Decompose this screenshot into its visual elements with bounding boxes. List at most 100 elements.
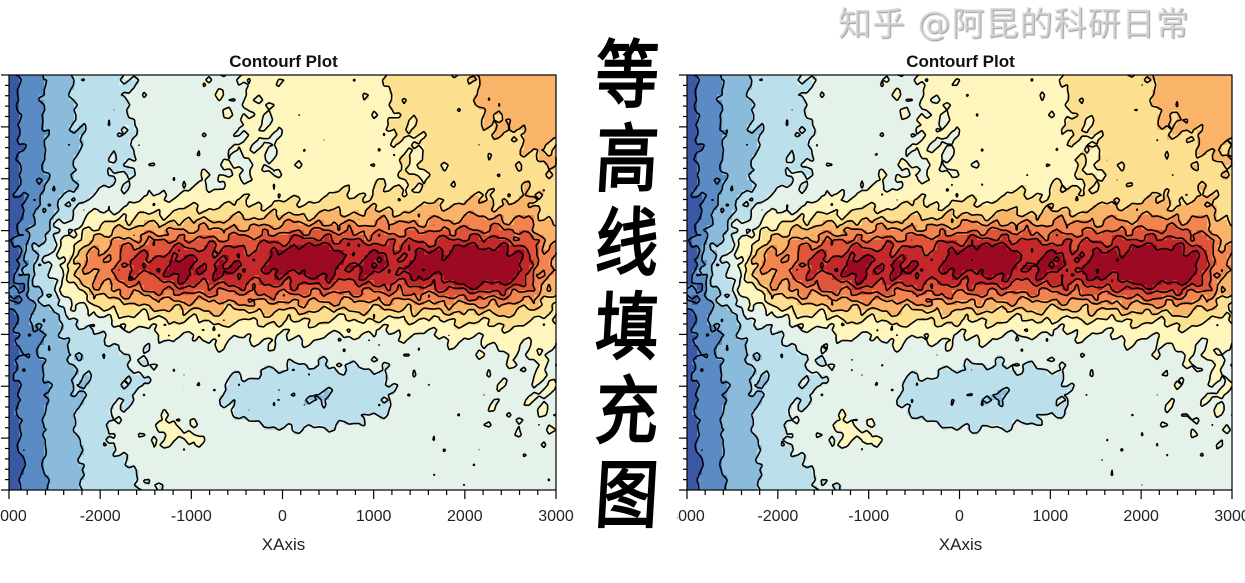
- contour-cell: [249, 120, 255, 126]
- contour-cell: [144, 280, 150, 286]
- contour-cell: [479, 110, 485, 116]
- contour-cell: [244, 205, 250, 211]
- contour-cell: [24, 200, 30, 206]
- contour-cell: [389, 80, 395, 86]
- contour-cell: [509, 195, 515, 201]
- contour-cell: [124, 200, 130, 206]
- contour-cell: [289, 135, 295, 141]
- contour-cell: [184, 160, 190, 166]
- contour-cell: [59, 290, 65, 296]
- contour-cell: [264, 165, 270, 171]
- contour-cell: [284, 235, 290, 241]
- contour-cell: [284, 255, 290, 261]
- contour-cell: [369, 115, 375, 121]
- contour-cell: [379, 110, 385, 116]
- contour-cell: [399, 85, 405, 91]
- contour-cell: [14, 235, 20, 241]
- contour-cell: [159, 130, 165, 136]
- contour-cell: [94, 130, 100, 136]
- contour-cell: [364, 85, 370, 91]
- contour-cell: [234, 200, 240, 206]
- contour-cell: [439, 85, 445, 91]
- contour-cell: [294, 180, 300, 186]
- contour-cell: [304, 285, 310, 291]
- contour-cell: [534, 210, 540, 216]
- contour-cell: [304, 260, 310, 266]
- contour-cell: [349, 130, 355, 136]
- contour-cell: [194, 135, 200, 141]
- contour-cell: [189, 145, 195, 151]
- contour-cell: [149, 175, 155, 181]
- contour-cell: [239, 110, 245, 116]
- contour-cell: [154, 100, 160, 106]
- contour-cell: [529, 175, 535, 181]
- contour-cell: [59, 210, 65, 216]
- contour-cell: [264, 280, 270, 286]
- contour-cell: [74, 115, 80, 121]
- contour-cell: [379, 265, 385, 271]
- contour-cell: [89, 240, 95, 246]
- contour-cell: [109, 120, 115, 126]
- contour-cell: [494, 115, 500, 121]
- contour-cell: [499, 85, 505, 91]
- contour-cell: [214, 160, 220, 166]
- contour-cell: [99, 205, 105, 211]
- contour-cell: [294, 105, 300, 111]
- contour-cell: [394, 200, 400, 206]
- contour-cell: [399, 80, 405, 86]
- contour-cell: [314, 295, 320, 301]
- contour-cell: [219, 170, 225, 176]
- contour-cell: [24, 105, 30, 111]
- contour-cell: [114, 120, 120, 126]
- contour-cell: [539, 230, 545, 236]
- contour-cell: [89, 275, 95, 281]
- contour-cell: [34, 270, 40, 276]
- contour-cell: [454, 260, 460, 266]
- contour-cell: [189, 285, 195, 291]
- contour-cell: [264, 85, 270, 91]
- contour-cell: [489, 105, 495, 111]
- contour-cell: [154, 95, 160, 101]
- contour-cell: [114, 220, 120, 226]
- contour-cell: [354, 85, 360, 91]
- contour-cell: [394, 255, 400, 261]
- contour-cell: [169, 160, 175, 166]
- contour-cell: [314, 260, 320, 266]
- contour-cell: [209, 115, 215, 121]
- contour-cell: [279, 235, 285, 241]
- contour-cell: [339, 125, 345, 131]
- contour-cell: [79, 220, 85, 226]
- contour-cell: [489, 230, 495, 236]
- contour-cell: [489, 150, 495, 156]
- contour-cell: [64, 115, 70, 121]
- contour-cell: [349, 285, 355, 291]
- contour-cell: [39, 200, 45, 206]
- contour-cell: [504, 145, 510, 151]
- contour-cell: [434, 170, 440, 176]
- contour-cell: [139, 170, 145, 176]
- contour-cell: [64, 270, 70, 276]
- contour-cell: [299, 100, 305, 106]
- contour-cell: [24, 230, 30, 236]
- contour-cell: [304, 95, 310, 101]
- contour-cell: [144, 90, 150, 96]
- contour-cell: [264, 90, 270, 96]
- contour-cell: [74, 245, 80, 251]
- contour-cell: [49, 205, 55, 211]
- contour-cell: [374, 140, 380, 146]
- contour-cell: [154, 85, 160, 91]
- contour-cell: [124, 100, 130, 106]
- contour-cell: [234, 270, 240, 276]
- contour-cell: [164, 175, 170, 181]
- contour-cell: [79, 205, 85, 211]
- contour-cell: [64, 110, 70, 116]
- contour-cell: [319, 255, 325, 261]
- contour-cell: [374, 150, 380, 156]
- contour-cell: [14, 85, 20, 91]
- contour-cell: [279, 190, 285, 196]
- contour-cell: [24, 250, 30, 256]
- contour-cell: [159, 210, 165, 216]
- contour-cell: [384, 170, 390, 176]
- contour-cell: [509, 275, 515, 281]
- contour-cell: [34, 175, 40, 181]
